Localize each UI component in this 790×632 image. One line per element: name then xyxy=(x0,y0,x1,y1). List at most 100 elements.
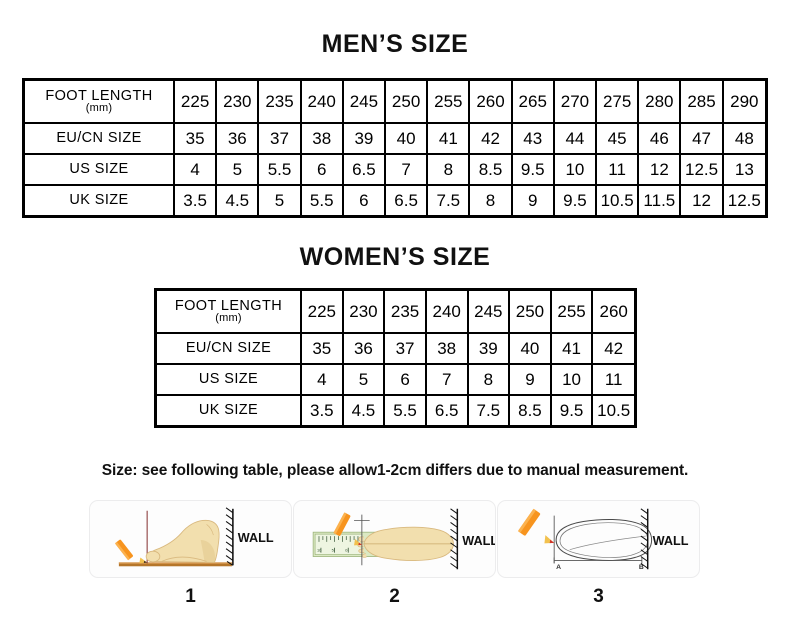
cell: 4.5 xyxy=(341,394,386,425)
cell: 4.5 xyxy=(215,184,260,215)
cell: 270 xyxy=(552,81,598,125)
cell: 240 xyxy=(424,291,469,335)
point-a-label: A xyxy=(556,564,561,571)
svg-text:5: 5 xyxy=(332,548,334,553)
mens-size-table-grid: FOOT LENGTH (mm) 225 230 235 240 245 250… xyxy=(25,81,765,215)
table-row: UK SIZE 3.5 4.5 5.5 6.5 7.5 8.5 9.5 10.5 xyxy=(157,394,634,425)
row-header-eu-cn-size: EU/CN SIZE xyxy=(157,332,302,366)
point-b-label: B xyxy=(639,564,644,571)
cell: 6 xyxy=(341,184,387,215)
foot-side-view-icon: WALL xyxy=(114,507,274,567)
cell: 235 xyxy=(257,81,302,125)
cell: 40 xyxy=(508,332,552,366)
cell: 7 xyxy=(384,153,429,187)
cell: 43 xyxy=(510,122,555,156)
cell: 4 xyxy=(172,153,218,187)
row-header-eu-cn-size: EU/CN SIZE xyxy=(25,122,175,156)
womens-size-table: FOOT LENGTH (mm) 225 230 235 240 245 250… xyxy=(154,288,637,428)
cell: 9.5 xyxy=(549,394,594,425)
cell: 46 xyxy=(637,122,682,156)
cell: 10 xyxy=(552,153,598,187)
cell: 245 xyxy=(466,291,511,335)
cell: 245 xyxy=(341,81,387,125)
wall-label: WALL xyxy=(462,534,495,548)
cell: 35 xyxy=(172,122,218,156)
cell: 280 xyxy=(637,81,682,125)
cell: 5 xyxy=(257,184,302,215)
cell: 5.5 xyxy=(383,394,427,425)
cell: 39 xyxy=(466,332,511,366)
table-row: EU/CN SIZE 35 36 37 38 39 40 41 42 43 44… xyxy=(25,122,765,156)
svg-text:0: 0 xyxy=(345,548,347,553)
cell: 42 xyxy=(591,332,634,366)
cell: 12.5 xyxy=(721,184,765,215)
measure-step-panel-2: 10 5 0 xyxy=(293,500,496,578)
cell: 38 xyxy=(299,122,344,156)
row-header-us-size: US SIZE xyxy=(157,363,302,397)
panel-number-1: 1 xyxy=(185,586,196,607)
cell: 265 xyxy=(510,81,555,125)
cell: 45 xyxy=(595,122,640,156)
cell: 41 xyxy=(549,332,594,366)
cell: 8.5 xyxy=(468,153,513,187)
row-header-foot-length: FOOT LENGTH (mm) xyxy=(157,291,302,335)
cell: 285 xyxy=(679,81,724,125)
cell: 37 xyxy=(383,332,427,366)
wall-label: WALL xyxy=(653,534,689,548)
foot-top-view-ruler-icon: 10 5 0 xyxy=(312,508,495,570)
cell: 3.5 xyxy=(172,184,218,215)
cell: 230 xyxy=(215,81,260,125)
cell: 3.5 xyxy=(300,394,344,425)
cell: 5.5 xyxy=(299,184,344,215)
cell: 7 xyxy=(424,363,469,397)
panel-number-3: 3 xyxy=(593,586,604,607)
cell: 6.5 xyxy=(384,184,429,215)
cell: 7.5 xyxy=(466,394,511,425)
cell: 8 xyxy=(426,153,471,187)
cell: 5.5 xyxy=(257,153,302,187)
row-header-us-size: US SIZE xyxy=(25,153,175,187)
table-row: US SIZE 4 5 5.5 6 6.5 7 8 8.5 9.5 10 11 … xyxy=(25,153,765,187)
cell: 8 xyxy=(468,184,513,215)
mens-size-table-body: FOOT LENGTH (mm) 225 230 235 240 245 250… xyxy=(25,81,765,215)
cell: 260 xyxy=(468,81,513,125)
cell: 230 xyxy=(341,291,386,335)
cell: 10 xyxy=(549,363,594,397)
cell: 290 xyxy=(721,81,765,125)
mens-size-title: MEN’S SIZE xyxy=(321,30,469,58)
cell: 6.5 xyxy=(424,394,469,425)
table-row: UK SIZE 3.5 4.5 5 5.5 6 6.5 7.5 8 9 9.5 … xyxy=(25,184,765,215)
foot-outline-points-icon: A B WALL xyxy=(517,508,689,571)
wall-label: WALL xyxy=(238,531,274,545)
cell: 8 xyxy=(466,363,511,397)
cell: 250 xyxy=(508,291,552,335)
cell: 40 xyxy=(384,122,429,156)
panel-number-2: 2 xyxy=(389,586,400,607)
table-row: US SIZE 4 5 6 7 8 9 10 11 xyxy=(157,363,634,397)
cell: 4 xyxy=(300,363,344,397)
mens-size-table: FOOT LENGTH (mm) 225 230 235 240 245 250… xyxy=(22,78,768,218)
cell: 7.5 xyxy=(426,184,471,215)
cell: 36 xyxy=(341,332,386,366)
measure-step-panel-1: WALL xyxy=(89,500,292,578)
cell: 240 xyxy=(299,81,344,125)
measure-step-panel-3: A B WALL xyxy=(497,500,700,578)
cell: 275 xyxy=(595,81,640,125)
cell: 12 xyxy=(637,153,682,187)
svg-text:10: 10 xyxy=(317,548,321,553)
cell: 47 xyxy=(679,122,724,156)
cell: 5 xyxy=(341,363,386,397)
cell: 12.5 xyxy=(679,153,724,187)
cell: 48 xyxy=(721,122,765,156)
cell: 6.5 xyxy=(341,153,387,187)
cell: 11 xyxy=(595,153,640,187)
cell: 5 xyxy=(215,153,260,187)
cell: 260 xyxy=(591,291,634,335)
cell: 255 xyxy=(549,291,594,335)
cell: 6 xyxy=(299,153,344,187)
cell: 39 xyxy=(341,122,387,156)
cell: 250 xyxy=(384,81,429,125)
cell: 225 xyxy=(172,81,218,125)
row-header-foot-length: FOOT LENGTH (mm) xyxy=(25,81,175,125)
measurement-note: Size: see following table, please allow1… xyxy=(101,462,689,479)
